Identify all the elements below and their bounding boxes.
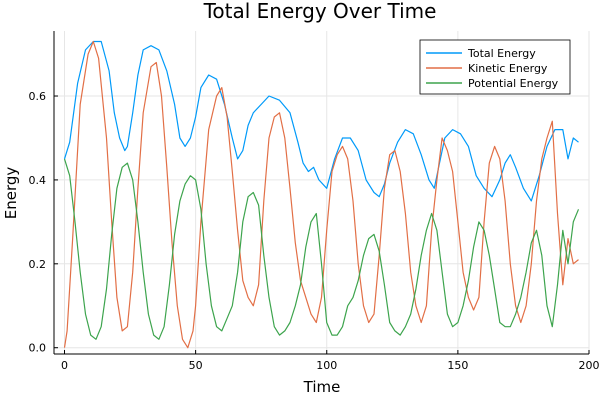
- series-line-potential-energy: [63, 158, 580, 340]
- legend-label-total-energy: Total Energy: [467, 47, 536, 60]
- x-tick-label: 0: [61, 359, 68, 372]
- x-tick-label: 50: [189, 359, 203, 372]
- series-line-total-energy: [63, 40, 579, 202]
- series-line-kinetic-energy: [63, 40, 579, 349]
- y-tick-label: 0.2: [29, 258, 47, 271]
- x-tick-label: 200: [579, 359, 600, 372]
- series-group: [63, 40, 580, 349]
- y-tick-label: 0.0: [29, 342, 47, 355]
- y-tick-label: 0.6: [29, 90, 47, 103]
- legend-box: [419, 39, 571, 95]
- tick-labels: 0 50 100 150 200 0.0 0.2 0.4 0.6: [29, 90, 600, 372]
- y-axis-label: Energy: [2, 167, 20, 220]
- y-tick-label: 0.4: [29, 174, 47, 187]
- legend-label-potential-energy: Potential Energy: [468, 77, 559, 90]
- x-tick-label: 100: [316, 359, 337, 372]
- axes: [53, 31, 589, 355]
- legend: Total Energy Kinetic Energy Potential Ener…: [419, 39, 571, 95]
- x-tick-label: 150: [447, 359, 468, 372]
- x-axis-label: Time: [303, 378, 341, 396]
- legend-label-kinetic-energy: Kinetic Energy: [468, 62, 548, 75]
- chart-title: Total Energy Over Time: [203, 0, 437, 23]
